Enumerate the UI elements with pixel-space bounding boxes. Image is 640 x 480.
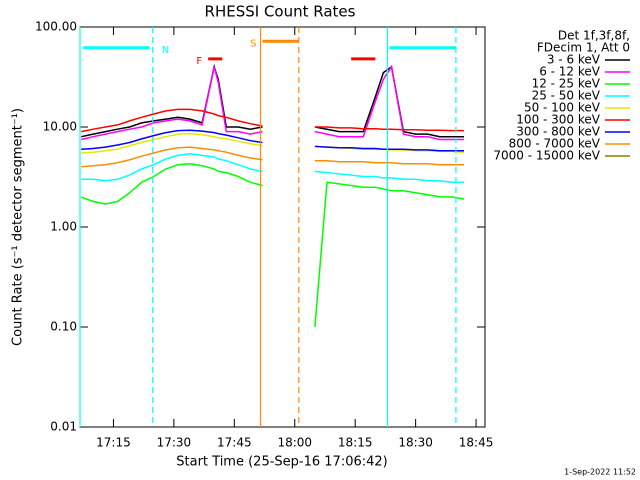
series-line [81, 132, 263, 154]
legend-label: 300 - 800 keV [516, 125, 600, 139]
legend-label: 6 - 12 keV [539, 65, 601, 79]
legend-label: 3 - 6 keV [547, 53, 601, 67]
x-tick-label: 18:45 [459, 436, 494, 450]
x-tick-label: 18:15 [338, 436, 373, 450]
legend-header: FDecim 1, Att 0 [537, 41, 630, 55]
x-tick-label: 17:15 [96, 436, 131, 450]
y-tick-label: 0.01 [50, 420, 77, 434]
legend-header: Det 1f,3f,8f, [558, 29, 630, 43]
series-line [81, 63, 263, 138]
series-line [314, 181, 465, 328]
x-tick-label: 17:45 [217, 436, 252, 450]
flag-label: N [162, 45, 169, 56]
flag-label: S [250, 38, 256, 49]
series-line [314, 170, 464, 184]
series-line [81, 146, 263, 168]
y-axis-label: Count Rate (s⁻¹ detector segment⁻¹) [11, 108, 26, 346]
series-line [81, 66, 263, 141]
series-line [314, 126, 464, 132]
series-line [81, 153, 263, 182]
x-tick-label: 18:00 [277, 436, 312, 450]
y-tick-label: 1.00 [50, 220, 77, 234]
series-line [314, 159, 464, 166]
legend-label: 25 - 50 keV [532, 89, 601, 103]
series-line [81, 129, 263, 150]
x-tick-label: 17:30 [157, 436, 192, 450]
legend-label: 100 - 300 keV [516, 113, 600, 127]
x-axis-label: Start Time (25-Sep-16 17:06:42) [176, 455, 387, 470]
x-tick-label: 18:30 [398, 436, 433, 450]
y-tick-label: 100.00 [35, 20, 77, 34]
chart-title: RHESSI Count Rates [205, 3, 356, 21]
series-line [81, 108, 263, 133]
legend-label: 800 - 7000 keV [509, 137, 601, 151]
series-line [80, 162, 263, 205]
plot-frame [79, 26, 486, 428]
footer: 1-Sep-2022 11:52 [564, 468, 636, 477]
flag-label: F [196, 56, 202, 67]
series-line [314, 65, 464, 138]
y-tick-label: 10.00 [43, 120, 77, 134]
legend-label: 12 - 25 keV [532, 77, 601, 91]
legend-label: 50 - 100 keV [524, 101, 601, 115]
legend-label: 7000 - 15000 keV [493, 149, 600, 163]
y-tick-label: 0.10 [50, 320, 77, 334]
